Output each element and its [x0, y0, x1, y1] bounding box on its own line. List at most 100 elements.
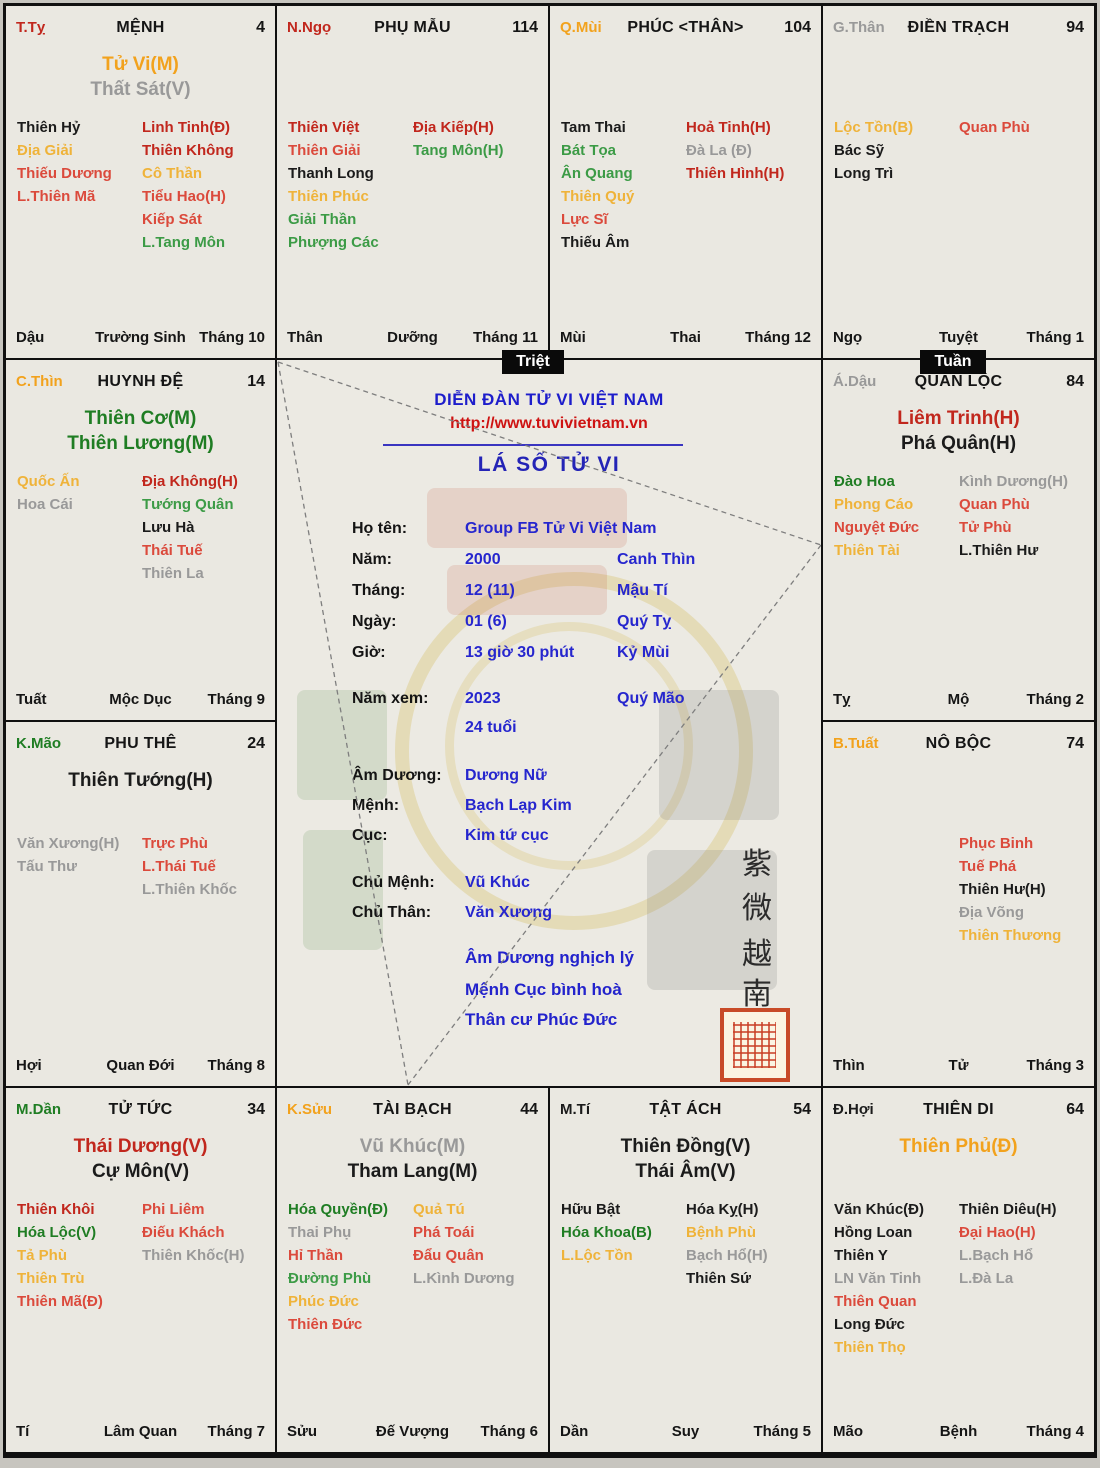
info-label: Giờ:	[352, 644, 386, 661]
star-item: Tang Môn(H)	[413, 142, 504, 159]
star-column-right: Trực Phù L.Thái Tuế L.Thiên Khốc	[142, 832, 237, 901]
summary-line: Âm Dương nghịch lý	[465, 948, 634, 967]
star-column-left: Tam Thai Bát Tọa Ân Quang Thiên Quý Lực Sĩ Th…	[561, 116, 634, 254]
palace-branch-label: N.Ngọ	[287, 19, 332, 36]
info-value: Dương Nữ	[465, 767, 547, 784]
palace-header: K.Mão PHU THÊ 24	[6, 722, 275, 767]
footer-month: Tháng 6	[480, 1423, 538, 1440]
info-value: Vũ Khúc	[465, 874, 530, 891]
star-item: L.Thiên Khốc	[142, 881, 237, 898]
star-item: Thiên Trù	[17, 1270, 85, 1287]
info-value: 12 (11)	[465, 582, 515, 599]
palace-header: B.Tuất NÔ BỘC 74	[823, 722, 1094, 767]
footer-month: Tháng 11	[472, 329, 538, 346]
star-item: Nguyệt Đức	[834, 519, 920, 536]
footer-branch: Thìn	[833, 1057, 865, 1074]
info-label: Cục:	[352, 827, 388, 844]
footer-month: Tháng 9	[207, 691, 265, 708]
forum-title: DIỄN ĐÀN TỬ VI VIỆT NAM	[434, 390, 664, 409]
major-star: Thiên Lương(M)	[67, 433, 214, 454]
star-column-right: Địa Kiếp(H) Tang Môn(H)	[413, 116, 504, 162]
palace-name: PHÚC <THÂN>	[627, 19, 744, 36]
info-value-can-chi: Quý Tỵ	[617, 613, 672, 630]
footer-month: Tháng 12	[745, 329, 811, 346]
star-item: Thiên Khôi	[17, 1201, 95, 1218]
palace-footer: Sửu Đế Vượng Tháng 6	[287, 1423, 538, 1442]
palace-footer: Dậu Trường Sinh Tháng 10	[16, 329, 265, 348]
star-column-right: Quả Tú Phá Toái Đẩu Quân L.Kình Dương	[413, 1198, 515, 1290]
star-item: Phúc Đức	[288, 1293, 359, 1310]
star-item: Giải Thần	[288, 211, 357, 228]
footer-month: Tháng 10	[199, 329, 265, 346]
footer-branch: Tí	[16, 1423, 30, 1440]
star-column-left: Thiên Hỷ Địa Giải Thiếu Dương L.Thiên Mã	[17, 116, 112, 208]
footer-month: Tháng 4	[1026, 1423, 1084, 1440]
major-star: Phá Quân(H)	[900, 433, 1017, 454]
star-item: L.Thiên Hư	[959, 542, 1039, 559]
divider-rule	[383, 444, 683, 446]
major-star: Thất Sát(V)	[90, 79, 191, 100]
info-value: 24 tuổi	[465, 719, 517, 736]
star-column-left: Hóa Quyền(Đ) Thai Phụ Hỉ Thần Đường Phù Phúc…	[288, 1198, 388, 1336]
star-column-left: Thiên Khôi Hóa Lộc(V) Tả Phù Thiên Trù Thiên…	[17, 1198, 103, 1313]
star-item: Bác Sỹ	[834, 142, 885, 159]
tuan-badge: Tuần	[920, 350, 986, 374]
footer-life-stage: Suy	[671, 1423, 700, 1440]
star-item: L.Tang Môn	[142, 234, 226, 251]
star-item: Hóa Kỵ(H)	[686, 1201, 759, 1218]
info-value: 01 (6)	[465, 613, 507, 630]
info-label: Họ tên:	[352, 520, 408, 537]
star-item: Kiếp Sát	[142, 211, 203, 228]
star-item: Bát Tọa	[561, 142, 617, 159]
major-star: Thiên Cơ(M)	[84, 408, 197, 429]
palace-name: TÀI BẠCH	[373, 1101, 452, 1118]
footer-branch: Mùi	[560, 329, 586, 346]
palace-cell-dau: Á.Dậu QUAN LỘC 84 Liêm Trinh(H) Phá Quân(H) Đ…	[823, 360, 1094, 720]
star-item: Địa Không(H)	[142, 473, 238, 490]
palace-footer: Hợi Quan Đới Tháng 8	[16, 1057, 265, 1076]
site-url-link[interactable]: http://www.tuvivietnam.vn	[450, 415, 648, 432]
palace-footer: Ngọ Tuyệt Tháng 1	[833, 329, 1084, 348]
star-item: Phi Liêm	[142, 1201, 205, 1218]
palace-footer: Mão Bệnh Tháng 4	[833, 1423, 1084, 1442]
info-label: Âm Dương:	[352, 767, 442, 784]
palace-number: 34	[247, 1101, 265, 1118]
palace-number: 4	[256, 19, 265, 36]
star-column-right: Hoả Tinh(H) Đà La (Đ) Thiên Hình(H)	[686, 116, 784, 185]
info-value: 2000	[465, 551, 501, 568]
star-item: Đường Phù	[288, 1270, 372, 1287]
star-item: Linh Tinh(Đ)	[142, 119, 231, 136]
info-value: 13 giờ 30 phút	[465, 644, 575, 661]
star-item: L.Thiên Mã	[17, 188, 96, 205]
star-item: Thiếu Âm	[561, 234, 630, 251]
major-stars: Liêm Trinh(H) Phá Quân(H)	[823, 406, 1094, 456]
info-label: Mệnh:	[352, 797, 400, 814]
star-item: Hóa Khoa(B)	[561, 1224, 652, 1241]
footer-life-stage: Dưỡng	[387, 329, 438, 346]
star-column-right: Hóa Kỵ(H) Bệnh Phù Bạch Hổ(H) Thiên Sứ	[686, 1198, 768, 1290]
star-item: Thiên La	[142, 565, 204, 582]
vertical-brand-char: 微	[742, 891, 772, 926]
palace-footer: Tuất Mộc Dục Tháng 9	[16, 691, 265, 710]
footer-branch: Mão	[833, 1423, 863, 1440]
palace-footer: Thân Dưỡng Tháng 11	[287, 329, 538, 348]
info-label: Chủ Thân:	[352, 904, 432, 921]
star-item: Hoả Tinh(H)	[686, 119, 771, 136]
star-column-right: Phục Binh Tuế Phá Thiên Hư(H) Địa Võng Thiên…	[959, 832, 1061, 947]
star-item: Thiên Phúc	[288, 188, 369, 205]
palace-header: M.Tí TẬT ÁCH 54	[550, 1088, 821, 1133]
star-item: Lộc Tồn(B)	[834, 119, 914, 136]
palace-branch-label: G.Thân	[833, 19, 885, 36]
major-star: Tham Lang(M)	[347, 1161, 478, 1182]
star-item: Tuế Phá	[959, 858, 1017, 875]
palace-name: TẬT ÁCH	[649, 1101, 722, 1118]
star-item: Thiên Việt	[288, 119, 360, 136]
palace-number: 44	[520, 1101, 538, 1118]
vertical-brand-char: 南	[742, 977, 772, 1012]
palace-cell-hoi: Đ.Hợi THIÊN DI 64 Thiên Phủ(Đ) Văn Khúc(Đ) Hồ…	[823, 1088, 1094, 1452]
palace-branch-label: Á.Dậu	[833, 373, 877, 390]
palace-name: THIÊN DI	[923, 1101, 994, 1118]
palace-name: NÔ BỘC	[925, 735, 992, 752]
star-item: Thiên Hỷ	[17, 119, 81, 136]
star-item: Tử Phù	[959, 519, 1012, 536]
